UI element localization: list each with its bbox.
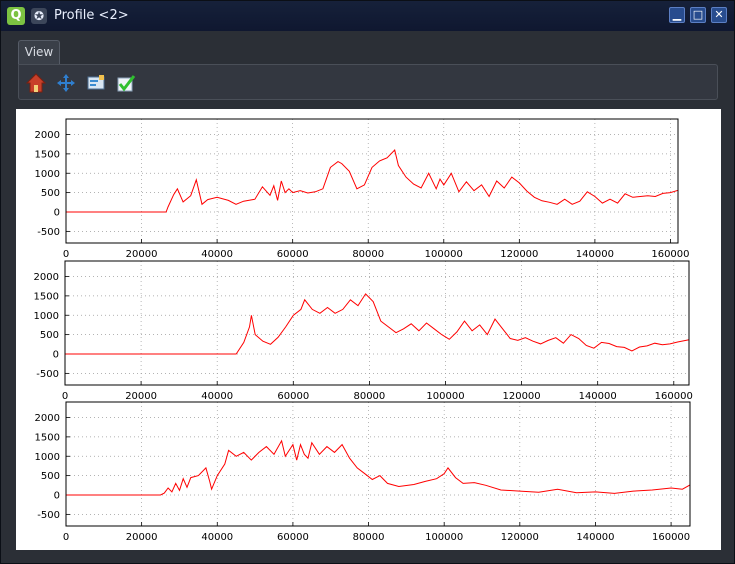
y-tick-label: 1500 — [35, 432, 60, 443]
pan-icon[interactable] — [55, 72, 77, 94]
close-button[interactable]: ✕ — [711, 7, 727, 23]
x-tick-label: 20000 — [126, 249, 158, 260]
x-tick-label: 20000 — [126, 532, 158, 543]
title-bar[interactable]: Q ✪ Profile <2> ▁ □ ✕ — [1, 1, 734, 31]
y-tick-label: 2000 — [35, 413, 60, 424]
x-tick-label: 160000 — [651, 249, 689, 260]
x-tick-label: 40000 — [201, 249, 233, 260]
y-tick-label: 2000 — [34, 272, 59, 283]
series-line — [66, 439, 691, 496]
x-tick-label: 120000 — [501, 532, 539, 543]
x-tick-label: 140000 — [576, 249, 614, 260]
series-line — [65, 293, 690, 355]
profile-chart-3: 0 20000 40000 60000 80000 100000 120000 140000 1… — [35, 401, 691, 543]
plot-frame — [65, 118, 679, 244]
maximize-button[interactable]: □ — [690, 7, 706, 23]
x-tick-label: 20000 — [125, 391, 157, 402]
x-tick-label: 60000 — [277, 532, 309, 543]
minimize-button[interactable]: ▁ — [669, 7, 685, 23]
x-tick-label: 60000 — [277, 391, 309, 402]
y-tick-label: 0 — [53, 350, 59, 361]
x-tick-label: 100000 — [426, 391, 464, 402]
y-tick-label: -500 — [37, 510, 60, 521]
x-tick-label: 100000 — [425, 249, 463, 260]
profile-chart-1: 0 20000 40000 60000 80000 100000 120000 140000 1… — [35, 118, 690, 260]
x-tick-label: 140000 — [576, 532, 614, 543]
y-tick-label: 500 — [41, 471, 60, 482]
save-check-icon[interactable] — [115, 72, 137, 94]
x-tick-label: 80000 — [352, 249, 384, 260]
x-tick-label: 80000 — [353, 532, 385, 543]
x-tick-label: 140000 — [579, 391, 617, 402]
x-tick-label: 160000 — [652, 532, 690, 543]
qgis-app-icon: Q — [7, 7, 25, 25]
series-line — [66, 149, 679, 213]
x-tick-label: 60000 — [277, 249, 309, 260]
y-tick-label: 500 — [41, 188, 60, 199]
tab-view[interactable]: View — [18, 40, 60, 64]
x-tick-label: 120000 — [500, 249, 538, 260]
y-tick-label: 1500 — [35, 149, 60, 160]
window-menu-icon[interactable]: ✪ — [31, 8, 47, 24]
x-tick-label: 40000 — [201, 391, 233, 402]
y-tick-label: 1500 — [34, 291, 59, 302]
y-tick-label: 1000 — [35, 452, 60, 463]
plot-frame — [64, 260, 690, 386]
y-tick-label: 0 — [54, 208, 60, 219]
profile-chart-2: 0 20000 40000 60000 80000 100000 120000 140000 1… — [34, 260, 693, 402]
configure-subplots-icon[interactable] — [85, 72, 107, 94]
plot-toolbar — [18, 64, 718, 100]
y-tick-label: -500 — [37, 227, 60, 238]
y-tick-label: 2000 — [35, 130, 60, 141]
y-tick-label: 0 — [54, 491, 60, 502]
x-tick-label: 40000 — [201, 532, 233, 543]
window-title: Profile <2> — [54, 8, 129, 23]
x-tick-label: 0 — [63, 249, 69, 260]
x-tick-label: 160000 — [655, 391, 693, 402]
plot-frame — [65, 401, 691, 527]
x-tick-label: 80000 — [353, 391, 385, 402]
x-tick-label: 120000 — [502, 391, 540, 402]
y-tick-label: 500 — [40, 330, 59, 341]
y-tick-label: 1000 — [35, 169, 60, 180]
x-tick-label: 0 — [62, 391, 68, 402]
figure-canvas: 0 20000 40000 60000 80000 100000 120000 140000 1… — [16, 109, 721, 550]
x-tick-label: 100000 — [425, 532, 463, 543]
y-tick-label: -500 — [36, 369, 59, 380]
x-tick-label: 0 — [63, 532, 69, 543]
home-icon[interactable] — [25, 72, 47, 94]
y-tick-label: 1000 — [34, 311, 59, 322]
